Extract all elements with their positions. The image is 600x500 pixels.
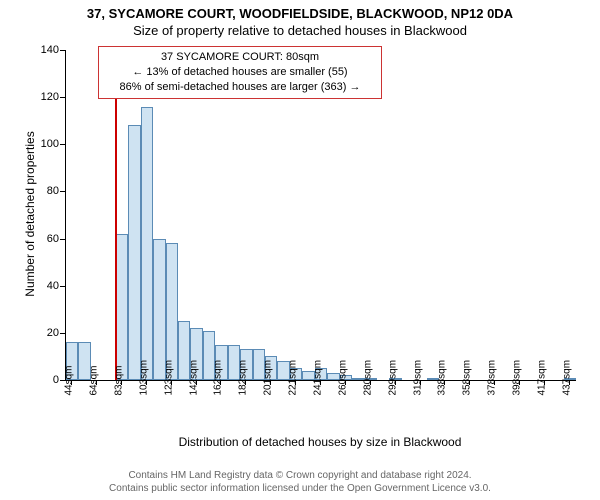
histogram-bar xyxy=(153,239,165,380)
info-line-1: 37 SYCAMORE COURT: 80sqm xyxy=(105,50,375,65)
info-line-3: 86% of semi-detached houses are larger (… xyxy=(105,80,375,95)
y-tick-label: 80 xyxy=(29,185,59,197)
histogram-bar xyxy=(141,107,153,380)
y-tick-mark xyxy=(60,50,65,51)
y-tick-label: 140 xyxy=(29,44,59,56)
histogram-bar xyxy=(116,234,128,380)
y-tick-mark xyxy=(60,144,65,145)
y-tick-mark xyxy=(60,286,65,287)
chart-container: 37, SYCAMORE COURT, WOODFIELDSIDE, BLACK… xyxy=(0,0,600,500)
y-tick-label: 60 xyxy=(29,233,59,245)
plot-area xyxy=(65,50,576,381)
y-tick-mark xyxy=(60,239,65,240)
y-tick-label: 40 xyxy=(29,280,59,292)
property-marker-line xyxy=(115,50,117,380)
y-tick-mark xyxy=(60,97,65,98)
y-tick-label: 100 xyxy=(29,138,59,150)
y-tick-mark xyxy=(60,333,65,334)
x-axis-label: Distribution of detached houses by size … xyxy=(65,435,575,449)
footer: Contains HM Land Registry data © Crown c… xyxy=(0,469,600,495)
info-line-2: ← 13% of detached houses are smaller (55… xyxy=(105,65,375,80)
info-box: 37 SYCAMORE COURT: 80sqm ← 13% of detach… xyxy=(98,46,382,99)
y-tick-label: 120 xyxy=(29,91,59,103)
histogram-bar xyxy=(128,125,140,380)
y-tick-mark xyxy=(60,191,65,192)
y-tick-label: 20 xyxy=(29,327,59,339)
y-tick-label: 0 xyxy=(29,374,59,386)
footer-line-1: Contains HM Land Registry data © Crown c… xyxy=(0,469,600,482)
footer-line-2: Contains public sector information licen… xyxy=(0,482,600,495)
